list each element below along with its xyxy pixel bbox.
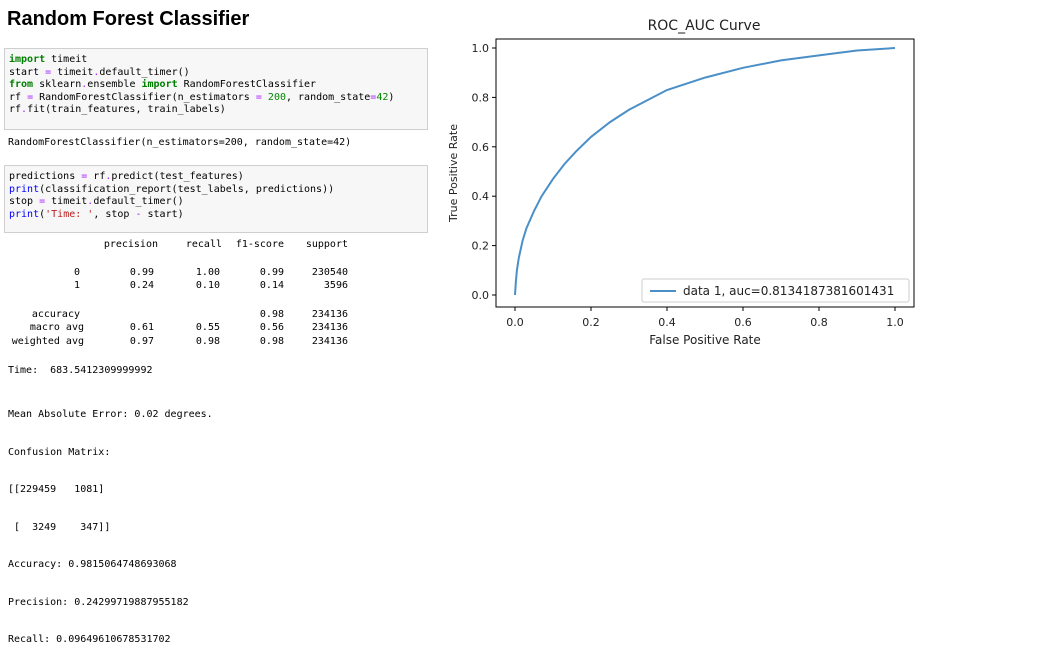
y-tick-label: 1.0 bbox=[472, 42, 490, 55]
report-row-label: 1 bbox=[73, 280, 80, 291]
notebook-heading: Random Forest Classifier bbox=[7, 8, 250, 30]
metrics-line: Recall: 0.09649610678531702 bbox=[8, 634, 171, 645]
report-cell: 1.00 bbox=[195, 267, 220, 278]
code-cell-predict[interactable]: predictions = rf.predict(test_features) p… bbox=[4, 165, 428, 233]
y-tick-label: 0.6 bbox=[472, 141, 490, 154]
x-axis-label: False Positive Rate bbox=[649, 333, 761, 347]
x-tick-label: 0.0 bbox=[506, 316, 524, 329]
y-axis-label: True Positive Rate bbox=[447, 124, 460, 223]
report-cell: 0.14 bbox=[259, 280, 284, 291]
report-cell: 234136 bbox=[311, 322, 348, 333]
report-cell: 0.55 bbox=[195, 322, 220, 333]
output-model-repr: RandomForestClassifier(n_estimators=200,… bbox=[8, 137, 352, 148]
legend-box bbox=[641, 278, 910, 303]
report-cell: 0.61 bbox=[129, 322, 154, 333]
metrics-line: [[229459 1081] bbox=[8, 484, 105, 495]
metrics-line: Confusion Matrix: bbox=[8, 446, 111, 458]
code-line[interactable]: start = timeit.default_timer() bbox=[9, 66, 190, 78]
report-cell: 230540 bbox=[311, 267, 348, 278]
report-header-support: support bbox=[305, 239, 348, 250]
report-cell: 0.97 bbox=[129, 336, 154, 347]
output-time: Time: 683.5412309999992 bbox=[8, 365, 153, 376]
metrics-line: Accuracy: 0.9815064748693068 bbox=[8, 559, 177, 570]
chart-legend: data 1, auc=0.8134187381601431 bbox=[641, 278, 910, 303]
report-cell: 0.99 bbox=[129, 267, 154, 278]
code-line[interactable]: import timeit bbox=[9, 54, 88, 65]
report-row-label: accuracy bbox=[31, 309, 80, 320]
x-tick-label: 1.0 bbox=[886, 316, 904, 329]
report-cell: 0.98 bbox=[195, 336, 220, 347]
code-block-predict[interactable]: predictions = rf.predict(test_features) p… bbox=[9, 171, 423, 221]
report-header-recall: recall bbox=[185, 239, 222, 250]
x-tick-label: 0.2 bbox=[582, 316, 600, 329]
report-cell: 0.99 bbox=[259, 267, 284, 278]
report-row-label: weighted avg bbox=[11, 336, 84, 347]
code-line[interactable]: print(classification_report(test_labels,… bbox=[9, 183, 335, 195]
code-line[interactable]: stop = timeit.default_timer() bbox=[9, 196, 184, 207]
y-tick-label: 0.0 bbox=[472, 289, 490, 302]
code-line[interactable]: rf = RandomForestClassifier(n_estimators… bbox=[9, 91, 395, 103]
code-cell-train[interactable]: import timeit start = timeit.default_time… bbox=[4, 48, 428, 130]
code-line[interactable]: predictions = rf.predict(test_features) bbox=[9, 171, 244, 182]
y-tick-label: 0.4 bbox=[472, 190, 490, 203]
metrics-line: [ 3249 347]] bbox=[8, 521, 111, 533]
report-row-label: 0 bbox=[73, 267, 80, 278]
code-line[interactable]: from sklearn.ensemble import RandomFores… bbox=[9, 79, 317, 90]
report-cell: 0.98 bbox=[259, 336, 284, 347]
report-cell: 234136 bbox=[311, 309, 348, 320]
y-tick-label: 0.2 bbox=[472, 240, 490, 253]
report-cell: 0.56 bbox=[259, 322, 284, 333]
x-tick-label: 0.6 bbox=[734, 316, 752, 329]
x-tick-label: 0.4 bbox=[658, 316, 676, 329]
report-row-label: macro avg bbox=[29, 322, 84, 333]
report-cell: 0.24 bbox=[129, 280, 154, 291]
report-cell: 0.98 bbox=[259, 309, 284, 320]
report-cell: 0.10 bbox=[195, 280, 220, 291]
chart-title: ROC_AUC Curve bbox=[648, 18, 761, 34]
report-cell: 3596 bbox=[323, 280, 348, 291]
report-header-f1: f1-score bbox=[235, 239, 284, 250]
metrics-line: Precision: 0.24299719887955182 bbox=[8, 596, 189, 608]
output-metrics: Mean Absolute Error: 0.02 degrees. Confu… bbox=[8, 384, 213, 659]
report-header-precision: precision bbox=[103, 239, 158, 250]
x-tick-label: 0.8 bbox=[810, 316, 828, 329]
code-line[interactable]: print('Time: ', stop - start) bbox=[9, 208, 184, 220]
code-line[interactable]: rf.fit(train_features, train_labels) bbox=[9, 104, 226, 115]
code-block-train[interactable]: import timeit start = timeit.default_time… bbox=[9, 54, 423, 117]
report-cell: 234136 bbox=[311, 336, 348, 347]
y-tick-label: 0.8 bbox=[472, 91, 490, 104]
metrics-line: Mean Absolute Error: 0.02 degrees. bbox=[8, 409, 213, 420]
legend-label: data 1, auc=0.8134187381601431 bbox=[683, 284, 894, 298]
plot-area bbox=[495, 38, 915, 308]
roc-curve-line bbox=[514, 47, 896, 296]
